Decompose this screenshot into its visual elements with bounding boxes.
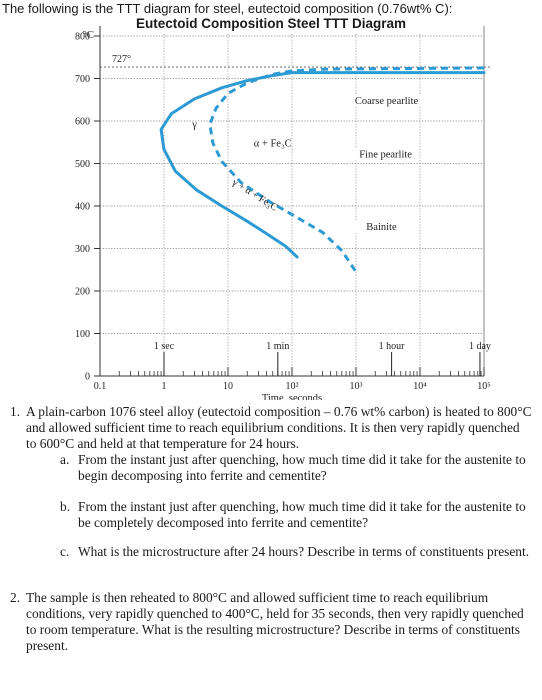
question-1c-label: c. [60,544,70,559]
y-axis-unit-label: °C [82,29,94,41]
region-label: α + Fe₃C [254,139,292,150]
ttt-diagram: °C 0 100 200 300 400 500 600 700 800 0.1 1 10 10² 10³ 1… [75,26,491,400]
y-tick-label: 800 [75,32,90,43]
question-1: 1. A plain-carbon 1076 steel alloy (eute… [10,404,532,452]
question-1-text: A plain-carbon 1076 steel alloy (eutecto… [26,404,532,451]
y-tick-label: 0 [85,372,90,383]
x-tick-label: 10³ [350,381,363,392]
question-1a-text: From the instant just after quenching, h… [78,452,526,483]
question-1c-text: What is the microstructure after 24 hour… [78,544,530,559]
time-marker-label: 1 day [469,341,491,352]
y-tick-label: 500 [75,159,90,170]
question-1b-label: b. [60,499,71,514]
region-label-background [352,94,421,107]
region-label: γ [191,119,197,130]
y-tick-label: 300 [75,244,90,255]
question-1a: a. From the instant just after quenching… [60,452,528,484]
region-label-background [351,147,420,161]
region-label: Coarse pearlite [355,96,419,107]
y-tick-label: 600 [75,117,90,128]
y-tick-label: 400 [75,202,90,213]
question-1b: b. From the instant just after quenching… [60,499,528,531]
region-label: γ + α + Fe₃C [229,177,279,214]
x-tick-label: 10 [223,381,233,392]
x-axis-label: Time, seconds [262,393,322,400]
question-1c: c. What is the microstructure after 24 h… [60,544,540,560]
time-marker-label: 1 sec [154,341,175,352]
intro-text: The following is the TTT diagram for ste… [2,1,453,16]
y-tick-label: 100 [75,329,90,340]
x-tick-label: 10⁵ [477,381,491,392]
x-tick-label: 10⁴ [413,381,427,392]
x-tick-label: 0.1 [94,381,107,392]
question-1-number: 1. [10,404,21,419]
chart-title: Eutectoid Composition Steel TTT Diagram [135,16,407,31]
transformation-finish-curve [208,66,485,273]
eutectoid-temperature-label: 727° [112,54,131,65]
time-marker-label: 1 min [266,341,289,352]
question-1b-text: From the instant just after quenching, h… [78,499,526,530]
question-1a-label: a. [60,452,70,467]
question-2-text: The sample is then reheated to 800°C and… [26,590,524,653]
y-tick-label: 200 [75,287,90,298]
transformation-start-curve [159,71,486,259]
region-label-background [347,220,416,234]
time-marker-label: 1 hour [379,341,406,352]
region-label: Bainite [366,222,397,233]
region-label: Fine pearlite [359,150,412,161]
question-2-number: 2. [10,590,21,605]
x-tick-label: 10² [286,381,299,392]
x-tick-label: 1 [162,381,167,392]
y-tick-label: 700 [75,74,90,85]
question-2: 2. The sample is then reheated to 800°C … [10,590,532,654]
